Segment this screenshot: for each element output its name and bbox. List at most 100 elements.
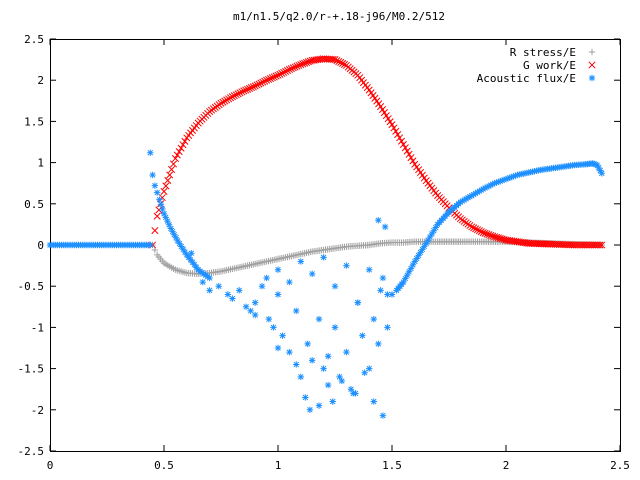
data-point: [340, 60, 349, 68]
data-point: [167, 225, 175, 232]
data-point: [274, 344, 282, 352]
data-point: [265, 315, 273, 323]
data-point: [405, 150, 413, 158]
data-point: [147, 149, 154, 156]
data-point: [598, 170, 605, 177]
data-point: [339, 59, 347, 67]
data-point: [483, 183, 491, 191]
data-point: [347, 386, 355, 393]
data-point: [261, 77, 269, 85]
data-point: [253, 81, 261, 89]
y-tick-label: -0.5: [18, 280, 45, 293]
data-point: [301, 59, 309, 67]
data-point: [149, 171, 156, 179]
data-point: [421, 243, 428, 250]
data-point: [315, 315, 323, 323]
data-point: [464, 194, 472, 201]
data-point: [424, 236, 432, 244]
data-point: [289, 64, 297, 72]
data-point: [473, 226, 482, 234]
data-point: [293, 307, 300, 315]
data-point: [226, 94, 235, 102]
data-point: [338, 377, 346, 385]
data-point: [506, 174, 513, 181]
data-point: [242, 303, 250, 310]
data-point: [487, 181, 494, 189]
legend-marker: [588, 48, 596, 56]
data-point: [331, 56, 339, 64]
data-point: [512, 172, 519, 179]
data-point: [379, 274, 387, 282]
data-point: [280, 68, 288, 76]
data-point: [221, 97, 229, 105]
data-point: [598, 241, 606, 249]
data-point: [399, 140, 407, 149]
data-point: [274, 266, 282, 273]
data-point: [259, 78, 267, 86]
data-point: [173, 151, 181, 159]
legend-label: R stress/E: [510, 46, 576, 59]
data-point: [480, 185, 487, 193]
data-point: [472, 225, 480, 233]
data-point: [474, 189, 481, 196]
data-point: [232, 91, 240, 99]
data-point: [320, 365, 327, 372]
data-point: [354, 299, 361, 306]
data-point: [396, 134, 404, 142]
y-tick-label: 0: [37, 239, 44, 252]
data-point: [375, 217, 382, 224]
data-point: [153, 212, 161, 220]
data-point: [485, 231, 493, 239]
data-point: [487, 231, 495, 239]
x-tick-label: 2.5: [610, 459, 630, 472]
data-point: [359, 332, 366, 339]
data-point: [240, 87, 248, 95]
y-tick-label: -1: [31, 321, 44, 334]
y-tick-label: 0.5: [24, 198, 44, 211]
data-point: [151, 182, 159, 189]
data-point: [370, 398, 377, 405]
data-point: [179, 141, 187, 149]
data-point: [255, 80, 263, 88]
data-point: [188, 250, 195, 257]
data-point: [333, 57, 341, 65]
data-point: [147, 241, 154, 249]
y-tick-label: -2.5: [18, 445, 45, 458]
data-point: [377, 287, 384, 294]
data-point: [304, 58, 312, 66]
data-point: [206, 274, 213, 282]
data-point: [366, 266, 373, 273]
data-point: [402, 275, 409, 282]
data-point: [597, 167, 604, 174]
data-point: [320, 254, 327, 261]
data-point: [407, 265, 415, 272]
data-point: [176, 240, 183, 247]
data-point: [238, 88, 246, 96]
data-point: [375, 340, 382, 348]
data-point: [151, 227, 159, 235]
data-point: [266, 74, 274, 83]
data-point: [162, 182, 170, 190]
data-point: [479, 229, 487, 237]
data-point: [302, 58, 311, 67]
data-point: [219, 98, 227, 106]
data-point: [426, 233, 434, 241]
data-point: [283, 66, 292, 75]
data-point: [156, 196, 163, 203]
data-point: [405, 268, 413, 275]
data-point: [428, 230, 436, 238]
data-point: [592, 161, 599, 168]
data-point: [413, 255, 420, 262]
data-point: [297, 373, 304, 381]
data-point: [337, 58, 345, 67]
data-point: [282, 67, 290, 75]
data-point: [270, 324, 277, 331]
data-point: [432, 224, 439, 231]
x-tick-label: 2: [503, 459, 510, 472]
data-point: [160, 210, 168, 217]
data-point: [594, 161, 601, 169]
y-tick-label: -1.5: [18, 363, 45, 376]
data-point: [430, 227, 437, 234]
data-point: [258, 283, 266, 290]
data-point: [491, 180, 498, 187]
